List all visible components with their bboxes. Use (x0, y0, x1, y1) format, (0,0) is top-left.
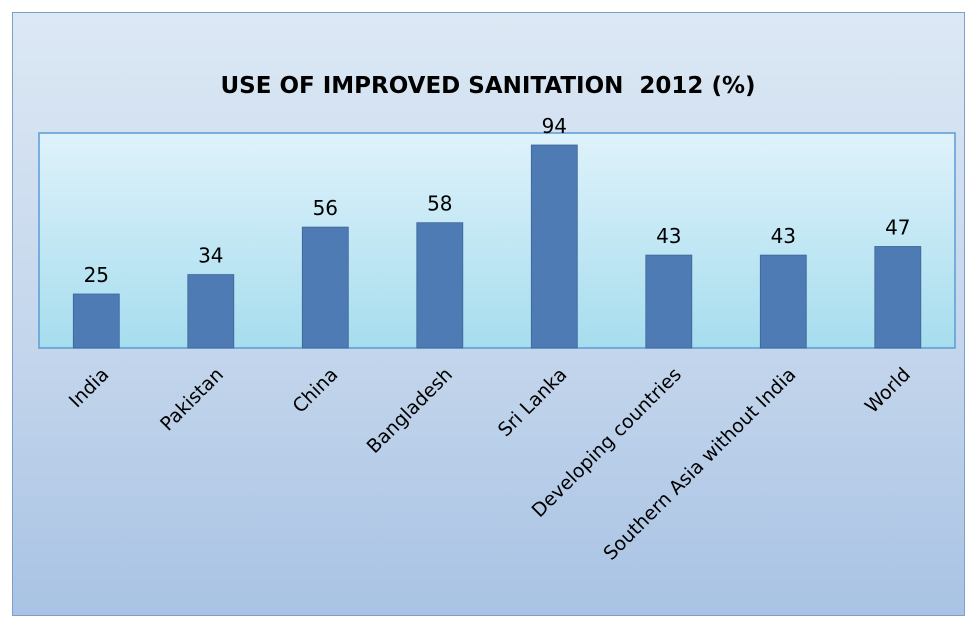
category-label-world: World (861, 364, 915, 418)
category-labels-layer: India Pakistan China Bangladesh Sri LankaDev… (65, 364, 915, 565)
bar-india (72, 293, 120, 349)
category-label-india: India (65, 364, 114, 413)
value-labels-layer: 25 34 56 58 94 43 43 47 (84, 114, 911, 287)
category-label-pakistan: Pakistan (156, 364, 228, 436)
plot-area (38, 132, 956, 349)
bars-layer (72, 144, 922, 349)
data-label-world: 47 (885, 216, 910, 240)
bar-sri-lanka (530, 144, 578, 349)
category-label-southern-asia-without-india: Southern Asia without India (599, 364, 800, 565)
bar-world (874, 246, 922, 349)
chart-svg: 25 34 56 58 94 43 43 47 India Pakistan China Bangl… (38, 114, 956, 565)
chart-area: USE OF IMPROVED SANITATION 2012 (%) 25 34… (12, 12, 965, 616)
bar-bangladesh (416, 222, 464, 349)
data-label-sri-lanka: 94 (542, 114, 567, 138)
data-label-india: 25 (84, 263, 109, 287)
data-label-bangladesh: 58 (427, 192, 452, 216)
data-label-developing-countries: 43 (656, 224, 681, 248)
category-label-sri-lanka: Sri Lanka (494, 364, 572, 442)
data-label-china: 56 (313, 196, 338, 220)
category-label-china: China (289, 364, 343, 418)
category-label-bangladesh: Bangladesh (363, 364, 457, 458)
data-label-pakistan: 34 (198, 244, 223, 268)
bar-pakistan (187, 274, 235, 349)
data-label-southern-asia-without-india: 43 (771, 224, 796, 248)
bar-southern-asia-without-india (759, 254, 807, 349)
chart-title: USE OF IMPROVED SANITATION 2012 (%) (220, 73, 756, 99)
bar-china (301, 226, 349, 349)
bar-developing-countries (645, 254, 693, 349)
